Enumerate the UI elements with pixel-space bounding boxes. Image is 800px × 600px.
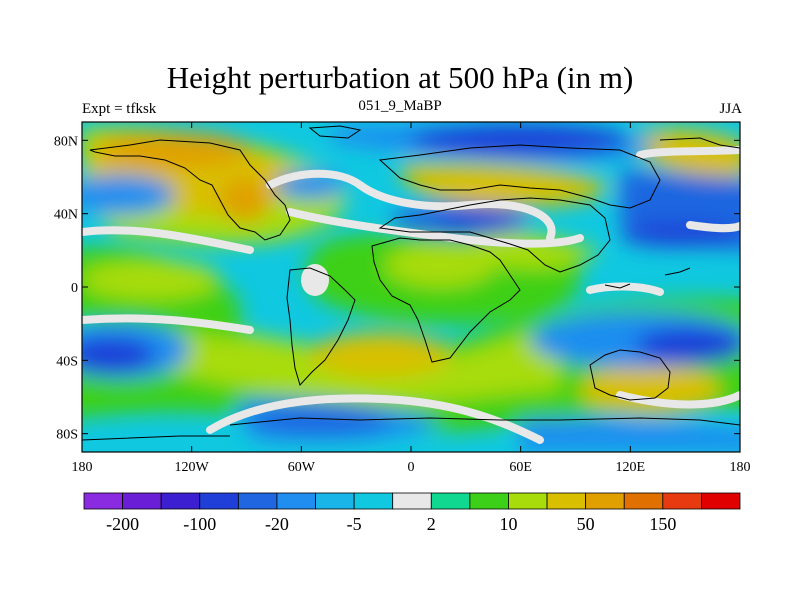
lat-tick-label: 80S xyxy=(56,428,78,443)
colorbar-swatch xyxy=(392,492,432,510)
colorbar-swatch xyxy=(623,492,664,510)
colorbar-swatch xyxy=(353,492,394,510)
coastlines xyxy=(82,125,740,441)
lon-tick-label: 60W xyxy=(288,460,316,475)
colorbar-swatch xyxy=(199,492,239,510)
colorbar-tick-label: 50 xyxy=(577,514,595,534)
colorbar-tick-label: -200 xyxy=(106,514,139,534)
lon-tick-label: 120W xyxy=(175,460,210,475)
colorbar-swatch xyxy=(701,492,741,510)
experiment-label: Expt = tfksk xyxy=(82,101,157,117)
colorbar-swatch xyxy=(430,492,471,510)
colorbar-swatch xyxy=(83,492,123,510)
lon-tick-label: 180 xyxy=(730,460,751,475)
page-title: Height perturbation at 500 hPa (in m) xyxy=(166,60,634,95)
colorbar-swatch xyxy=(469,492,509,510)
colorbar-swatch xyxy=(315,492,355,510)
colorbar-tick-label: -20 xyxy=(265,514,289,534)
latitude-axis: 80N 40N 0 40S 80S xyxy=(54,134,740,443)
colorbar-tick-label: 150 xyxy=(649,514,676,534)
lon-tick-label: 180 xyxy=(72,460,93,475)
colorbar-swatch xyxy=(237,492,278,510)
colorbar-swatch xyxy=(546,492,587,510)
lat-tick-label: 0 xyxy=(71,281,78,296)
colorbar-tick-label: -5 xyxy=(347,514,362,534)
contour-field xyxy=(82,122,740,452)
lat-tick-label: 80N xyxy=(54,134,78,149)
longitude-axis: 180 120W 60W 0 60E 120E 180 xyxy=(72,122,751,475)
center-subtitle: 051_9_MaBP xyxy=(358,98,442,114)
lat-tick-label: 40N xyxy=(54,208,78,223)
colorbar-swatch xyxy=(508,492,548,510)
lat-tick-label: 40S xyxy=(56,354,78,369)
colorbar-swatch xyxy=(662,492,702,510)
lon-tick-label: 0 xyxy=(408,460,415,475)
lon-tick-label: 60E xyxy=(509,460,532,475)
colorbar-swatch xyxy=(276,492,316,510)
colorbar-swatch xyxy=(585,492,625,510)
colorbar-tick-label: 10 xyxy=(499,514,517,534)
colorbar-swatch xyxy=(122,492,162,510)
colorbar: -200 -100 -20 -5 2 10 50 150 xyxy=(83,492,741,534)
colorbar-tick-label: 2 xyxy=(427,514,436,534)
colorbar-tick-label: -100 xyxy=(183,514,216,534)
season-label: JJA xyxy=(719,101,742,117)
colorbar-swatch xyxy=(160,492,201,510)
lon-tick-label: 120E xyxy=(616,460,646,475)
